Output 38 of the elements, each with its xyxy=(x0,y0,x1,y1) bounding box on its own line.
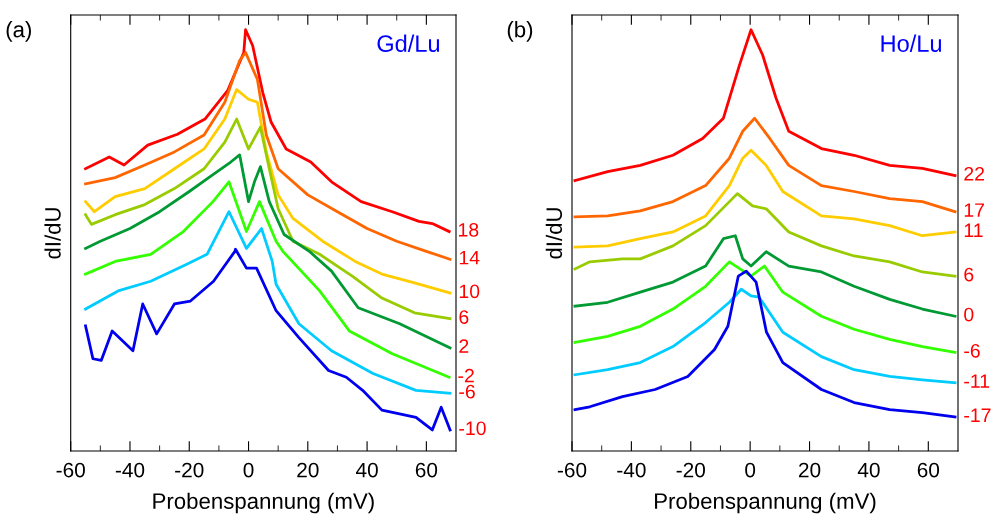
x-tick-label: 60 xyxy=(415,462,438,478)
x-tick-label: 40 xyxy=(355,462,378,478)
chart-title: (a) xyxy=(6,21,31,42)
annotation: Gd/Lu xyxy=(377,34,440,52)
x-tick-label: -20 xyxy=(676,462,706,478)
series-label: 0 xyxy=(964,307,974,322)
series-label: 6 xyxy=(964,267,974,282)
x-tick-label: 60 xyxy=(917,462,940,478)
series-label: -10 xyxy=(459,421,486,436)
annotation: Ho/Lu xyxy=(881,34,941,52)
series-label: -6 xyxy=(964,343,980,358)
series-label: -2 xyxy=(458,368,474,383)
series-label: 11 xyxy=(964,223,983,237)
x-axis-title: Probenspannung (mV) xyxy=(655,492,876,514)
x-tick-label: 20 xyxy=(799,462,821,478)
x-tick-label: -60 xyxy=(557,462,587,478)
x-tick-label: 40 xyxy=(857,462,880,478)
series-label: -6 xyxy=(459,384,475,399)
series-label: 2 xyxy=(459,339,469,353)
x-tick-label: 0 xyxy=(243,462,254,478)
x-tick-label: -60 xyxy=(56,462,85,478)
chart-title: (b) xyxy=(507,21,533,42)
series-label: 10 xyxy=(459,284,480,299)
series-label: 22 xyxy=(964,166,985,181)
series-label: 6 xyxy=(459,310,469,324)
series-label: -17 xyxy=(964,408,991,422)
series-label: 17 xyxy=(964,203,985,217)
x-tick-label: 20 xyxy=(297,462,319,478)
x-tick-label: -40 xyxy=(115,462,145,478)
series-label: -11 xyxy=(964,374,990,388)
x-tick-label: -20 xyxy=(175,462,204,478)
y-axis-title: dI/dU xyxy=(44,208,61,259)
x-tick-label: -40 xyxy=(617,462,646,478)
series-label: 14 xyxy=(459,250,480,265)
series-label: 18 xyxy=(459,222,479,237)
x-tick-label: 0 xyxy=(745,462,756,478)
y-axis-title: dI/dU xyxy=(545,208,563,259)
x-axis-title: Probenspannung (mV) xyxy=(153,492,374,514)
